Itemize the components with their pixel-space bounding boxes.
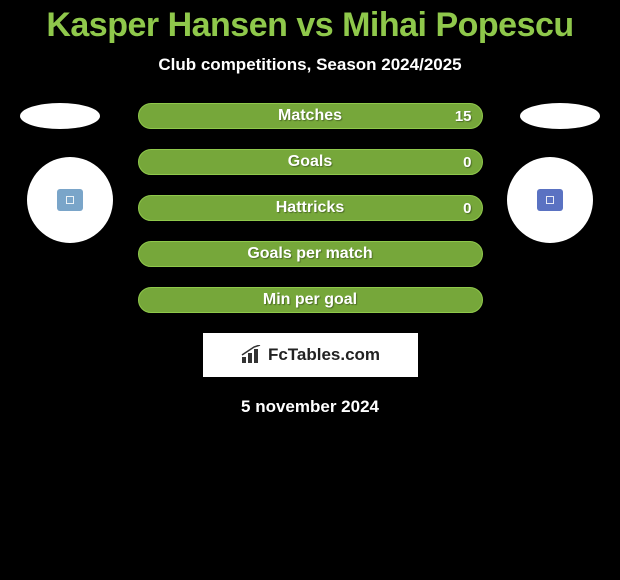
page-subtitle: Club competitions, Season 2024/2025	[0, 55, 620, 75]
brand-box: FcTables.com	[203, 333, 418, 377]
date-line: 5 november 2024	[0, 397, 620, 417]
stat-label: Goals per match	[247, 245, 372, 263]
avatar-inner-left	[57, 189, 83, 211]
stat-row-matches: Matches 15	[138, 103, 483, 129]
stat-row-goals-per-match: Goals per match	[138, 241, 483, 267]
avatar-circle-left	[27, 157, 113, 243]
avatar-circle-right	[507, 157, 593, 243]
page-title: Kasper Hansen vs Mihai Popescu	[0, 0, 620, 45]
brand-text: FcTables.com	[268, 345, 380, 365]
stat-value: 15	[455, 108, 472, 125]
avatar-flat-left	[20, 103, 100, 129]
stat-row-goals: Goals 0	[138, 149, 483, 175]
stat-label: Hattricks	[276, 199, 344, 217]
stat-row-min-per-goal: Min per goal	[138, 287, 483, 313]
stat-value: 0	[463, 154, 471, 171]
stat-label: Matches	[278, 107, 342, 125]
brand-chart-icon	[240, 345, 264, 365]
comparison-arena: Matches 15 Goals 0 Hattricks 0 Goals per…	[0, 103, 620, 313]
avatar-flat-right	[520, 103, 600, 129]
stat-value: 0	[463, 200, 471, 217]
stat-row-hattricks: Hattricks 0	[138, 195, 483, 221]
stat-label: Min per goal	[263, 291, 357, 309]
stat-label: Goals	[288, 153, 332, 171]
stat-rows: Matches 15 Goals 0 Hattricks 0 Goals per…	[138, 103, 483, 313]
avatar-inner-right	[537, 189, 563, 211]
